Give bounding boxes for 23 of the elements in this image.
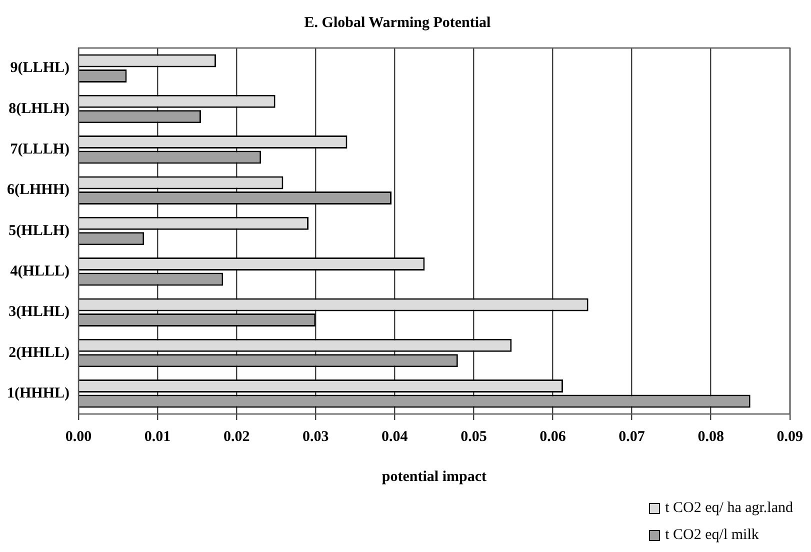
x-tick-label: 0.08 [698,428,724,445]
x-tick-label: 0.07 [618,428,646,445]
x-tick-label: 0.04 [382,428,408,445]
y-tick-label: 5(HLLH) [8,222,70,239]
y-tick-label: 2(HHLL) [8,344,70,361]
y-tick-label: 7(LLLH) [10,142,70,158]
y-tick-label: 8(LHLH) [8,100,70,117]
x-axis-title: potential impact [382,468,486,485]
x-tick-label: 0.09 [776,428,803,445]
y-tick-label: 3(HLHL) [8,304,70,320]
y-tick-label: 6(LHHH) [7,182,70,198]
y-tick-label: 4(HLLL) [10,264,70,280]
legend-label: t CO2 eq/ ha agr.land [665,500,793,517]
y-tick-label: 1(HHHL) [7,386,70,402]
x-tick-label: 0.01 [144,428,171,445]
x-tick-label: 0.05 [460,428,487,445]
x-tick-label: 0.02 [223,428,250,445]
x-tick-label: 0.03 [302,428,329,445]
y-tick-label: 9(LLHL) [10,60,70,76]
x-tick-label: 0.00 [65,428,92,445]
chart-title: E. Global Warming Potential [304,14,491,31]
x-tick-label: 0.06 [540,428,566,445]
legend-label: t CO2 eq/l milk [665,527,759,544]
